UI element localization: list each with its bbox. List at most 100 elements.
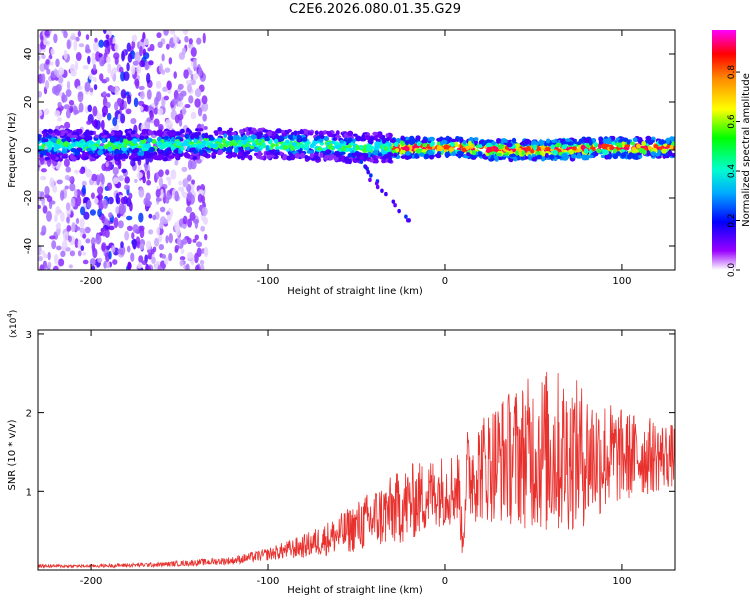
spectrogram-band-cell bbox=[581, 154, 587, 161]
spectrogram-band-cell bbox=[300, 129, 305, 135]
spectrogram-noise-cell bbox=[54, 214, 58, 223]
spectrogram-band-cell bbox=[620, 152, 627, 159]
spectrogram-noise-cell bbox=[112, 177, 119, 185]
snr-scale-label: (x104) bbox=[6, 310, 19, 338]
spectrogram-noise-cell bbox=[159, 221, 164, 229]
spectrogram-band-cell bbox=[257, 155, 265, 160]
spectrogram-band-cell bbox=[77, 128, 83, 135]
spectrogram-band-cell bbox=[211, 152, 216, 156]
spectrogram-band-cell bbox=[520, 155, 525, 160]
spectrogram-noise-cell bbox=[148, 229, 154, 235]
spectrogram-band-cell bbox=[218, 143, 224, 149]
spectrogram-noise-cell bbox=[91, 52, 96, 61]
spectrogram-band-cell bbox=[199, 149, 204, 156]
spectrogram-noise-cell bbox=[118, 66, 124, 73]
spectrogram-noise-cell bbox=[184, 35, 189, 43]
spectrogram-band-cell bbox=[257, 150, 262, 157]
snr-ticks: -200 -100 0 100 1 2 3 bbox=[26, 330, 675, 587]
spectrogram-noise-cell bbox=[166, 80, 172, 91]
spectrogram-band-cell bbox=[424, 153, 430, 159]
spectrogram-band-cell bbox=[633, 149, 640, 153]
spectrogram-noise-cell bbox=[66, 80, 71, 90]
spectrogram-band-cell bbox=[265, 145, 270, 152]
spectrogram-band-cell bbox=[43, 138, 49, 142]
spectrogram-noise-cell bbox=[181, 166, 188, 172]
spectrogram-band-cell bbox=[251, 127, 257, 132]
spectrogram-noise-cell bbox=[127, 262, 132, 270]
spectrogram-noise-cell bbox=[124, 176, 130, 184]
spectrogram-band-cell bbox=[234, 147, 239, 154]
spectrogram-band-cell bbox=[617, 142, 623, 148]
spectrogram-band-cell bbox=[107, 146, 114, 152]
spectrogram-band-cell bbox=[144, 154, 149, 159]
spectrogram-band-cell bbox=[57, 152, 64, 156]
spectrogram-noise-cell bbox=[156, 32, 162, 39]
spectrogram-band-cell bbox=[106, 154, 110, 161]
spectrogram-noise-cell bbox=[102, 199, 109, 209]
spectrogram-band-cell bbox=[180, 146, 185, 151]
spectrogram-noise-cell bbox=[39, 250, 46, 255]
spectrogram-noise-cell bbox=[60, 250, 66, 258]
colorbar-gradient bbox=[712, 30, 736, 270]
spectrogram-band-cell bbox=[267, 131, 273, 137]
spectrogram-band-cell bbox=[372, 149, 379, 156]
spectrogram-noise-cell bbox=[99, 56, 105, 67]
spectrogram-noise-cell bbox=[126, 245, 131, 253]
spectrogram-noise-cell bbox=[146, 72, 151, 84]
spectrogram-band-cell bbox=[588, 139, 593, 146]
spectrogram-noise-cell bbox=[194, 88, 202, 98]
spectrogram-noise-cell bbox=[157, 108, 164, 116]
spectrogram-noise-cell bbox=[77, 30, 82, 37]
spectrogram-noise-cell bbox=[57, 76, 64, 84]
spectrogram-noise-cell bbox=[156, 91, 162, 102]
spectrogram-band-cell bbox=[476, 151, 483, 157]
spectrogram-band-cell bbox=[554, 143, 560, 148]
spectrogram-band-cell bbox=[123, 143, 128, 148]
spectrogram-band-cell bbox=[355, 144, 360, 151]
spectrogram-noise-cell bbox=[190, 111, 197, 120]
spectrogram-band-cell bbox=[348, 147, 353, 152]
colorbar: 0.0 0.2 0.4 0.6 0.8 Normalized spectral ampl… bbox=[712, 30, 750, 277]
spectrogram-noise-cell bbox=[183, 69, 189, 79]
spectrogram-noise-cell bbox=[181, 106, 187, 116]
spectrogram-band-cell bbox=[349, 142, 354, 146]
spectrogram-band-cell bbox=[436, 137, 442, 142]
spectrogram-noise-cell bbox=[106, 55, 111, 64]
spectrogram-noise-cell bbox=[106, 182, 113, 191]
snr-xlabel: Height of straight line (km) bbox=[287, 585, 423, 596]
spectrogram-noise-cell bbox=[61, 94, 68, 103]
spectrogram-band-cell bbox=[296, 134, 302, 141]
spectrogram-band-cell bbox=[519, 141, 525, 146]
spectrogram-noise-cell bbox=[105, 77, 110, 82]
spectrogram-xtick-label: -100 bbox=[257, 276, 280, 287]
spectrogram-noise-cell bbox=[171, 98, 177, 106]
spectrogram-band-cell bbox=[515, 150, 519, 156]
snr-ytick-label: 1 bbox=[26, 487, 32, 498]
spectrogram-noise-cell bbox=[63, 158, 70, 168]
spectrogram-noise-cell bbox=[54, 110, 61, 117]
spectrogram-noise-cell bbox=[165, 235, 169, 244]
spectrogram-noise-cell bbox=[44, 185, 50, 196]
spectrogram-band-cell bbox=[372, 131, 379, 136]
colorbar-ticks: 0.0 0.2 0.4 0.6 0.8 bbox=[727, 65, 740, 277]
spectrogram-band-cell bbox=[376, 133, 383, 138]
spectrogram-noise-cell bbox=[158, 169, 164, 178]
spectrogram-noise-cell bbox=[182, 215, 188, 225]
spectrogram-noise-cell bbox=[139, 106, 144, 111]
spectrogram-noise-cell bbox=[106, 93, 111, 98]
spectrogram-noise-cell bbox=[80, 245, 85, 252]
spectrogram-band-cell bbox=[132, 138, 138, 144]
spectrogram-noise-cell bbox=[174, 159, 179, 166]
spectrogram-noise-cell bbox=[44, 194, 50, 199]
spectrogram-band-cell bbox=[575, 155, 583, 159]
spectrogram-noise-cell bbox=[88, 73, 94, 80]
spectrogram-noise-cell bbox=[96, 176, 100, 186]
spectrogram-band-cell bbox=[628, 153, 635, 159]
spectrogram-noise-cell bbox=[82, 259, 89, 265]
spectrogram-noise-cell bbox=[79, 168, 85, 175]
spectrogram-noise-cell bbox=[38, 255, 43, 262]
spectrogram-band-cell bbox=[194, 131, 199, 138]
spectrogram-band-cell bbox=[612, 153, 619, 160]
spectrogram-band-cell bbox=[184, 133, 190, 139]
spectrogram-band-cell bbox=[536, 154, 542, 160]
